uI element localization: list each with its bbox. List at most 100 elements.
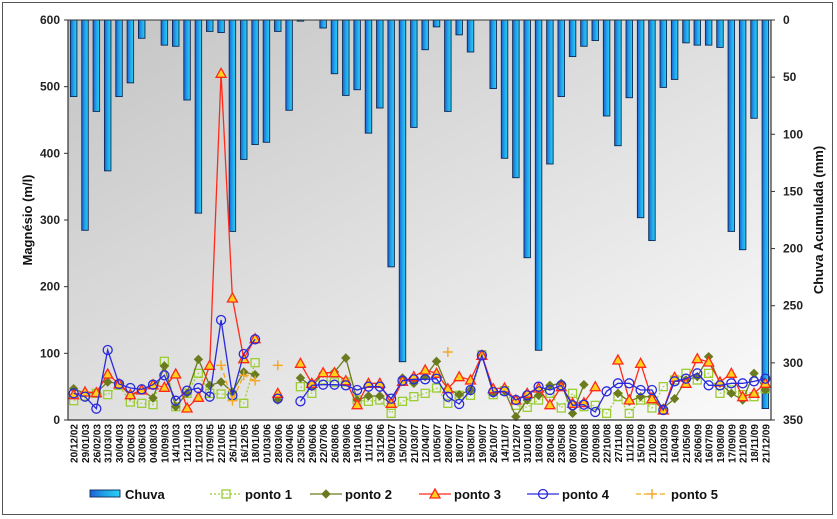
- legend-label: ponto 5: [671, 487, 718, 502]
- data-point: [248, 332, 262, 344]
- x-tick-label: 26/08/06: [330, 424, 341, 463]
- data-point: [397, 375, 408, 386]
- x-tick-label: 15/08/07: [467, 424, 478, 463]
- data-point: [317, 379, 329, 390]
- y-tick-label: 0: [53, 413, 60, 427]
- x-tick-label: 27/11/08: [614, 424, 625, 463]
- y-tick-label: 300: [40, 213, 60, 227]
- rain-bar: [274, 19, 282, 32]
- data-point: [725, 366, 738, 378]
- y2-tick-label: 0: [783, 13, 790, 27]
- rain-bar: [602, 19, 611, 117]
- data-point: [351, 398, 364, 410]
- data-point: [611, 353, 625, 365]
- data-point: [374, 381, 385, 392]
- rain-bar: [636, 19, 645, 219]
- rain-bar: [512, 19, 520, 179]
- rain-bar: [330, 19, 339, 75]
- series-line: [299, 353, 766, 413]
- rain-bar: [342, 19, 350, 96]
- data-point: [329, 379, 340, 390]
- x-axis-ticks: 20/12/02 29/01/03 26/02/03 31/03/03 30/04/03…: [70, 424, 773, 463]
- data-point: [645, 392, 659, 404]
- y2-tick-label: 50: [783, 70, 797, 84]
- data-point: [272, 360, 283, 371]
- data-point: [386, 393, 397, 404]
- data-point: [511, 411, 521, 422]
- x-tick-label: 21/03/09: [659, 424, 670, 463]
- x-tick-label: 22/10/08: [603, 424, 614, 463]
- data-point: [454, 389, 464, 400]
- data-point: [702, 355, 715, 367]
- x-tick-label: 19/08/09: [716, 424, 727, 463]
- x-tick-label: 26/06/09: [693, 424, 704, 463]
- data-point: [613, 388, 623, 399]
- y-tick-label: 200: [40, 280, 60, 294]
- data-point: [159, 361, 170, 371]
- data-point: [272, 393, 283, 404]
- data-point: [658, 382, 668, 392]
- y-axis-title: Magnésio (m/l): [20, 174, 35, 265]
- x-tick-label: 07/08/08: [580, 424, 591, 463]
- data-point: [226, 291, 239, 303]
- x-tick-label: 19/10/06: [353, 424, 364, 463]
- x-tick-label: 15/01/09: [637, 424, 648, 463]
- x-tick-label: 19/09/07: [478, 424, 489, 463]
- x-tick-label: 10/05/07: [433, 424, 444, 463]
- data-point: [294, 356, 307, 368]
- rain-bar: [682, 19, 690, 44]
- rain-bar: [183, 19, 191, 101]
- data-point: [556, 403, 566, 413]
- rain-bar: [727, 19, 736, 232]
- x-tick-label: 15/02/07: [398, 424, 409, 463]
- legend-item: ponto 2: [310, 487, 392, 502]
- data-point: [147, 379, 159, 390]
- data-point: [124, 388, 137, 400]
- data-point: [113, 378, 125, 390]
- data-point: [91, 403, 102, 414]
- data-point: [669, 376, 680, 387]
- rain-bar: [421, 19, 429, 51]
- x-tick-label: 22/10/05: [217, 424, 228, 463]
- rain-bar: [489, 19, 497, 90]
- data-point: [420, 388, 430, 398]
- rain-bar: [648, 19, 656, 242]
- data-point: [601, 386, 612, 397]
- rain-bar: [194, 19, 203, 214]
- x-tick-label: 18/11/09: [750, 424, 761, 463]
- data-point: [238, 370, 249, 381]
- data-point: [216, 377, 226, 387]
- x-tick-label: 20/04/06: [285, 424, 296, 463]
- legend-label: Chuva: [125, 487, 166, 502]
- series-line: [220, 365, 256, 403]
- rain-bar: [738, 19, 747, 251]
- rain-bar: [138, 19, 146, 39]
- data-point: [579, 379, 589, 390]
- rain-bars: [69, 19, 770, 410]
- data-point: [703, 380, 714, 391]
- x-tick-label: 28/03/06: [274, 424, 285, 463]
- rain-bar: [262, 19, 271, 143]
- x-tick-label: 21/02/09: [648, 424, 659, 463]
- legend-marker: [428, 487, 442, 499]
- data-point: [431, 373, 442, 384]
- data-point: [215, 314, 227, 326]
- x-tick-label: 01/03/06: [262, 424, 273, 463]
- data-point: [726, 388, 737, 399]
- x-tick-label: 20/09/08: [591, 424, 602, 463]
- data-point: [158, 380, 171, 392]
- rain-bar: [455, 19, 463, 36]
- data-point: [647, 403, 657, 413]
- data-point: [431, 383, 442, 393]
- legend-marker: [537, 488, 549, 500]
- rain-bar: [206, 19, 214, 32]
- y2-axis-ticks: 0 50 100 150 200 250 300 350: [771, 13, 803, 427]
- data-point: [180, 401, 194, 413]
- data-point: [169, 367, 182, 379]
- data-point: [646, 384, 658, 396]
- data-point: [295, 396, 306, 407]
- data-point: [567, 400, 578, 411]
- x-tick-label: 14/11/07: [501, 424, 512, 463]
- y-tick-label: 400: [40, 146, 60, 160]
- rain-bar: [523, 19, 531, 259]
